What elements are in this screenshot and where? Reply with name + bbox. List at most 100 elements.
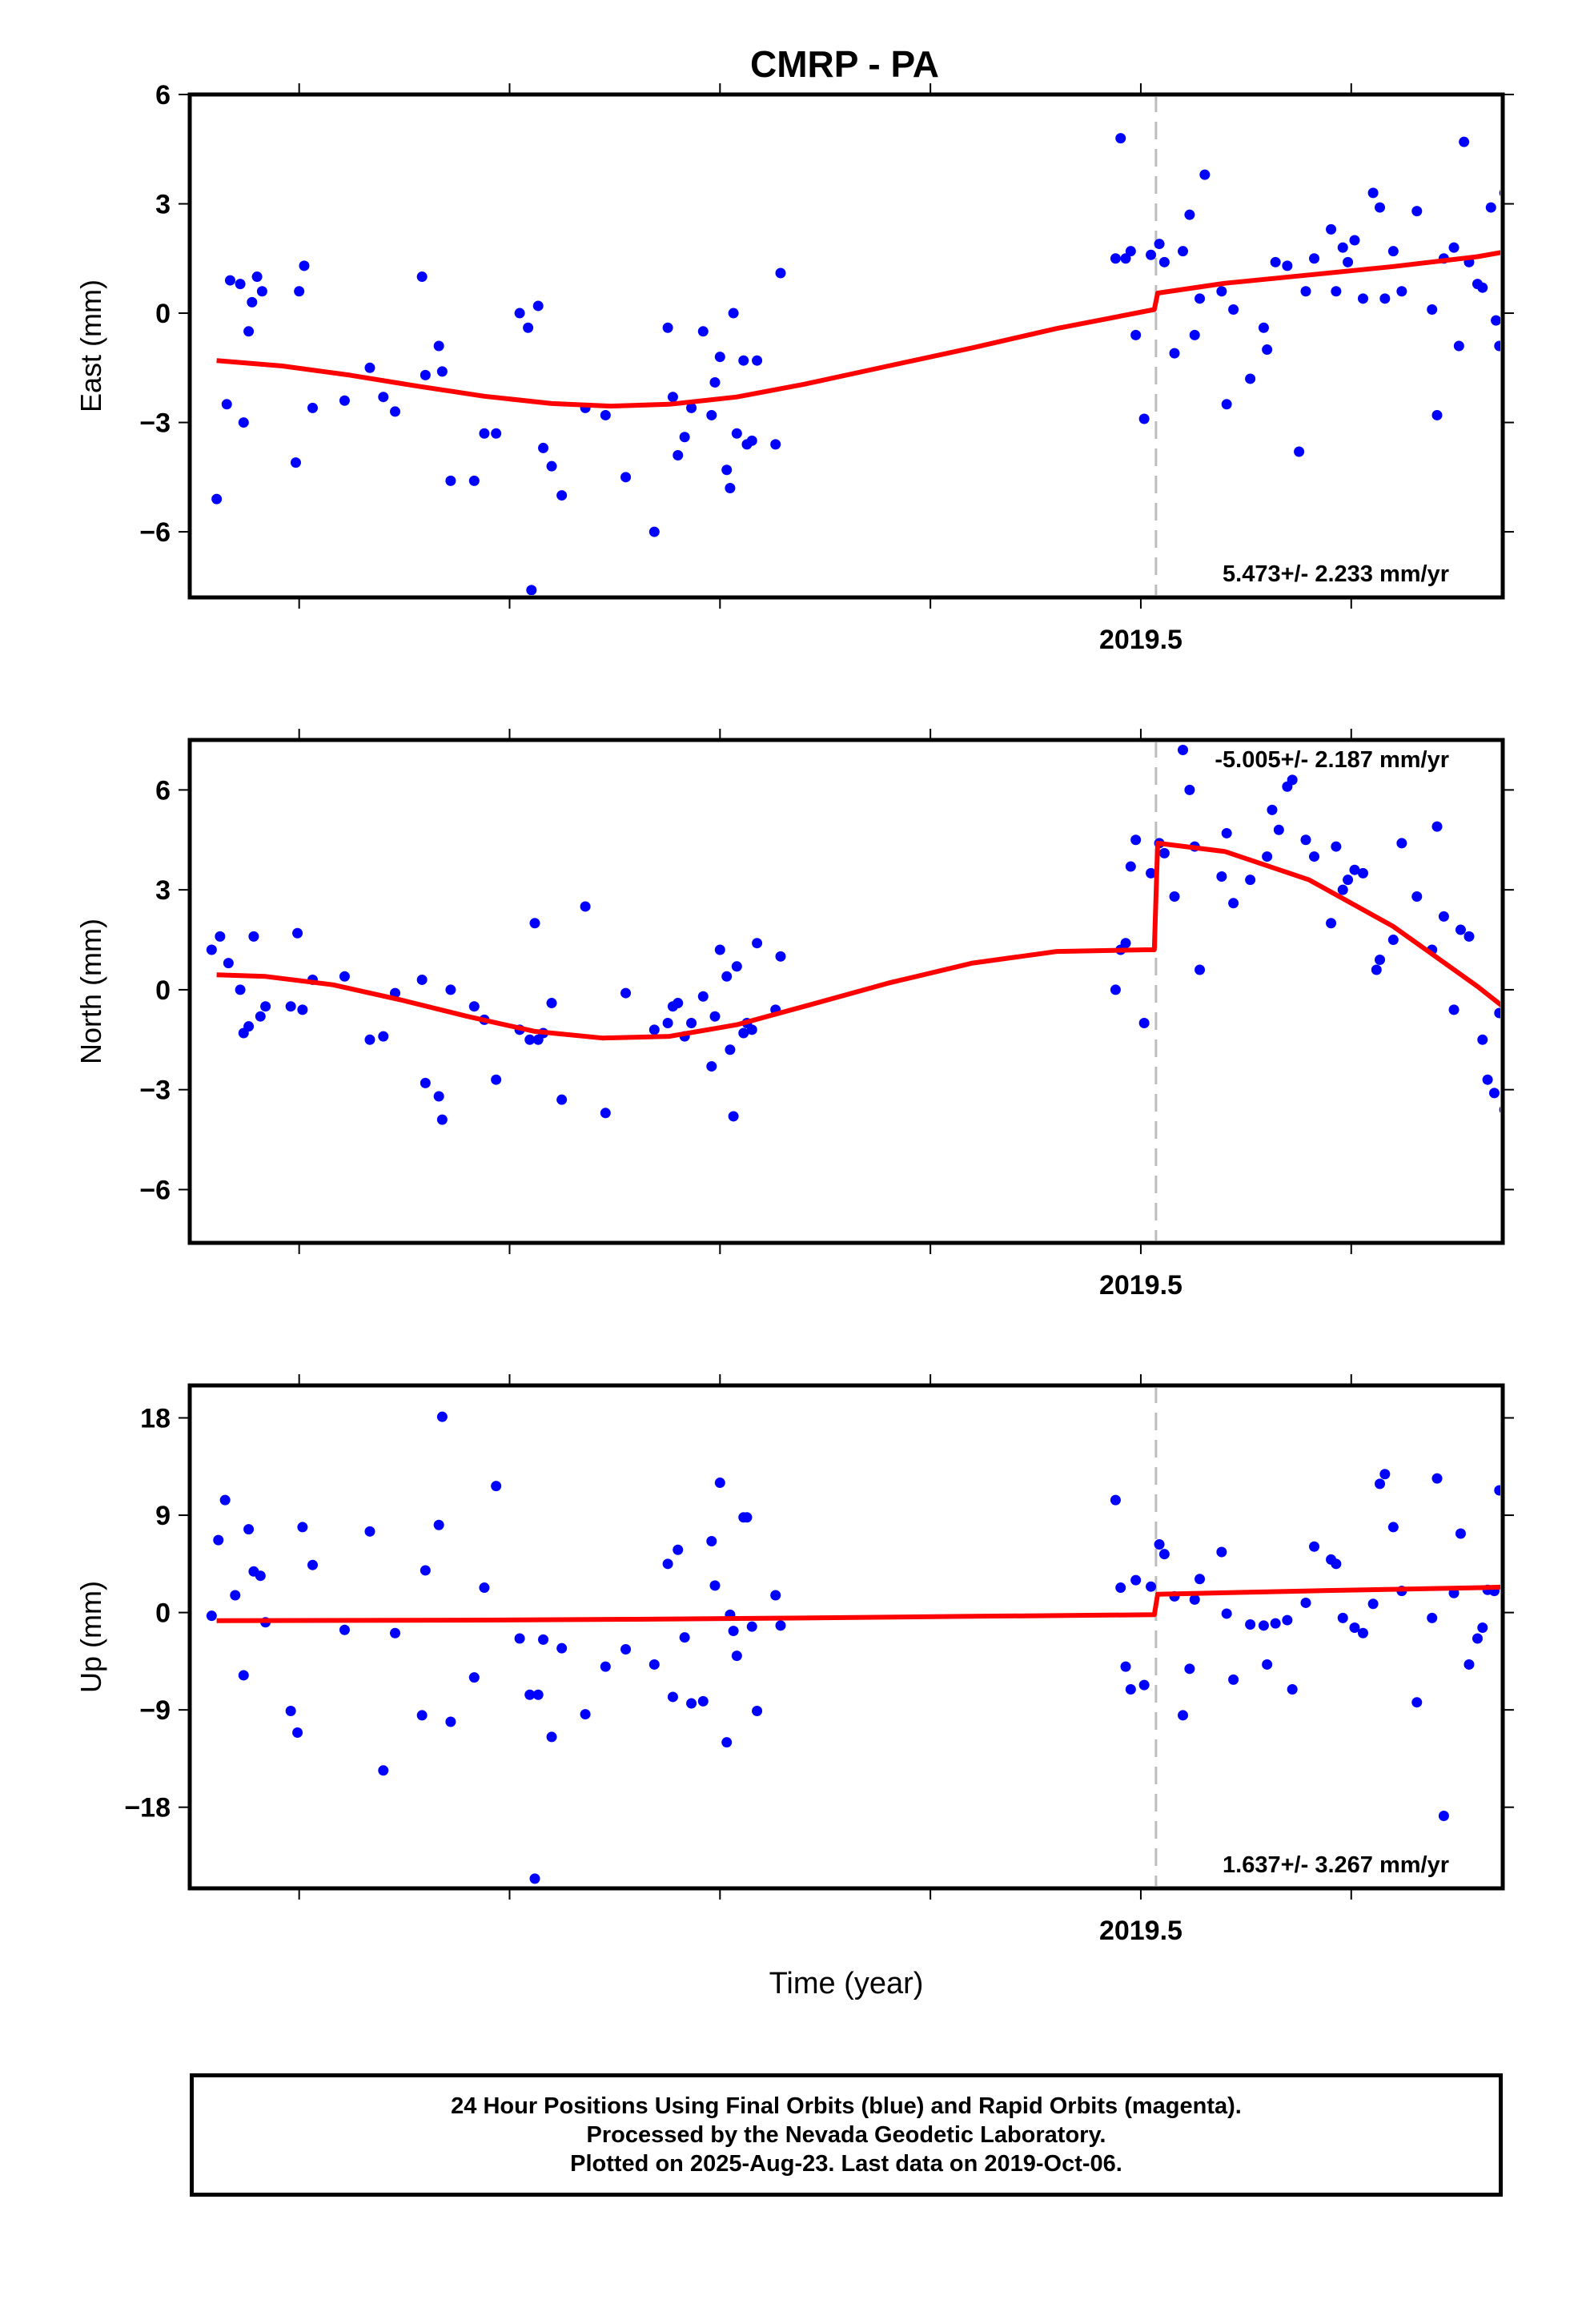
north-data-point bbox=[1178, 744, 1189, 755]
north-ytick-label: −6 bbox=[139, 1175, 171, 1205]
east-data-point bbox=[299, 260, 310, 271]
up-data-point bbox=[1379, 1469, 1391, 1480]
up-data-point bbox=[709, 1580, 721, 1591]
north-data-point bbox=[752, 938, 763, 949]
north-data-point bbox=[235, 984, 246, 995]
up-data-point bbox=[1506, 1390, 1516, 1401]
up-ytick-label: 0 bbox=[155, 1598, 171, 1629]
footer-line-2: Processed by the Nevada Geodetic Laborat… bbox=[586, 2122, 1106, 2148]
north-data-point bbox=[1536, 1015, 1547, 1025]
east-data-point bbox=[433, 340, 444, 352]
north-data-point bbox=[1326, 918, 1337, 929]
up-data-point bbox=[731, 1651, 742, 1662]
east-data-point bbox=[235, 279, 246, 290]
east-data-point bbox=[1485, 202, 1496, 213]
north-data-point bbox=[1110, 984, 1121, 995]
up-data-point bbox=[1520, 1463, 1530, 1474]
east-data-point bbox=[1411, 206, 1423, 217]
east-data-point bbox=[538, 442, 549, 453]
up-data-point bbox=[206, 1610, 217, 1622]
up-data-point bbox=[532, 1689, 544, 1700]
up-data-point bbox=[1411, 1697, 1423, 1708]
north-data-point bbox=[1331, 841, 1342, 852]
east-ytick-label: −3 bbox=[139, 408, 171, 439]
north-data-point bbox=[697, 991, 709, 1002]
up-data-point bbox=[721, 1737, 733, 1748]
east-data-point bbox=[1556, 352, 1567, 362]
up-data-point bbox=[1543, 1606, 1553, 1617]
east-data-point bbox=[238, 417, 249, 428]
up-panel-frame bbox=[187, 1383, 1505, 1891]
north-data-point bbox=[1221, 827, 1232, 838]
north-data-point bbox=[1387, 935, 1399, 946]
north-data-point bbox=[1520, 1088, 1530, 1098]
east-data-point bbox=[1367, 187, 1379, 199]
north-data-point bbox=[1228, 898, 1239, 909]
east-data-point bbox=[1494, 340, 1500, 352]
north-data-point bbox=[206, 944, 217, 955]
east-data-point bbox=[1110, 253, 1121, 264]
north-data-point bbox=[775, 951, 786, 962]
up-data-point bbox=[620, 1644, 632, 1655]
north-data-point bbox=[292, 927, 303, 939]
up-data-point bbox=[243, 1524, 255, 1535]
east-data-point bbox=[1138, 413, 1150, 424]
east-data-point bbox=[746, 435, 757, 446]
up-data-point bbox=[1309, 1541, 1320, 1552]
north-data-point bbox=[1245, 875, 1256, 886]
north-data-point bbox=[1262, 851, 1273, 862]
north-data-point bbox=[1146, 867, 1157, 879]
east-data-point bbox=[1357, 293, 1368, 304]
east-data-point bbox=[1515, 173, 1525, 183]
north-data-point bbox=[285, 1001, 296, 1012]
north-data-point bbox=[686, 1018, 697, 1029]
north-data-point bbox=[1273, 824, 1284, 835]
north-data-point bbox=[524, 1034, 536, 1045]
north-data-point bbox=[416, 974, 428, 985]
east-data-point bbox=[556, 490, 568, 501]
east-data-point bbox=[1245, 373, 1256, 384]
east-data-point bbox=[697, 326, 709, 337]
east-data-point bbox=[600, 409, 611, 420]
footer-caption-box: 24 Hour Positions Using Final Orbits (bl… bbox=[190, 2073, 1503, 2197]
north-data-point bbox=[546, 998, 557, 1009]
east-data-point bbox=[1258, 322, 1269, 333]
up-data-point bbox=[292, 1727, 303, 1739]
east-data-point bbox=[1300, 286, 1311, 297]
up-data-point bbox=[1300, 1597, 1311, 1608]
north-data-point bbox=[1570, 1108, 1580, 1118]
up-data-point bbox=[1110, 1494, 1121, 1506]
north-data-point bbox=[728, 1111, 739, 1122]
north-data-point bbox=[746, 1024, 757, 1035]
east-data-point bbox=[1548, 144, 1559, 155]
north-ytick-label: −3 bbox=[139, 1076, 171, 1106]
north-data-point bbox=[1448, 1004, 1460, 1015]
north-data-point bbox=[1158, 847, 1170, 858]
up-data-point bbox=[1367, 1598, 1379, 1610]
east-ytick-label: 3 bbox=[155, 190, 171, 220]
up-data-point bbox=[1221, 1608, 1232, 1619]
east-data-point bbox=[706, 409, 717, 420]
up-data-point bbox=[213, 1534, 224, 1546]
north-data-point bbox=[731, 961, 742, 972]
east-data-point bbox=[224, 275, 235, 286]
east-data-point bbox=[731, 428, 742, 439]
up-data-point bbox=[1509, 1503, 1520, 1514]
north-ytick-label: 6 bbox=[155, 775, 171, 806]
east-data-point bbox=[1337, 242, 1348, 253]
north-panel-frame bbox=[187, 738, 1505, 1245]
east-data-point bbox=[1477, 282, 1488, 293]
east-xtick-label: 2019.5 bbox=[1099, 625, 1182, 655]
north-data-point bbox=[255, 1011, 266, 1022]
east-data-point bbox=[514, 308, 525, 319]
north-data-point bbox=[491, 1074, 502, 1085]
up-data-point bbox=[1331, 1558, 1342, 1570]
east-data-point bbox=[1326, 223, 1337, 235]
up-data-point bbox=[1245, 1618, 1256, 1630]
east-data-point bbox=[1459, 136, 1470, 147]
east-data-point bbox=[1178, 246, 1189, 257]
up-data-point bbox=[297, 1522, 308, 1533]
north-data-point bbox=[1477, 1034, 1488, 1045]
east-data-point bbox=[1427, 304, 1438, 315]
north-data-point bbox=[1488, 1088, 1500, 1099]
